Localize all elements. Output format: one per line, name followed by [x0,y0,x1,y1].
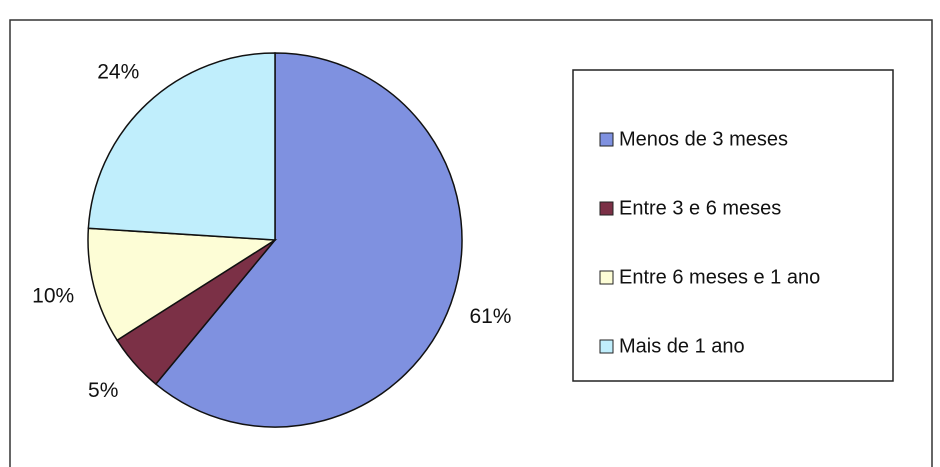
legend-swatch [599,270,614,285]
legend-box [572,69,894,382]
data-label: 61% [469,305,511,328]
legend-label: Mais de 1 ano [619,335,745,357]
pie-slice [87,227,278,342]
data-label: 10% [32,284,74,307]
pie-slice [87,52,276,241]
legend-label: Entre 6 meses e 1 ano [619,266,820,288]
legend-swatch [599,132,614,147]
legend-label: Menos de 3 meses [619,128,788,150]
data-label: 24% [97,61,139,84]
legend-swatch [599,201,614,216]
legend-swatch [599,339,614,354]
legend-label: Entre 3 e 6 meses [619,197,781,219]
pie-slice [154,52,463,428]
data-label: 5% [88,379,118,402]
